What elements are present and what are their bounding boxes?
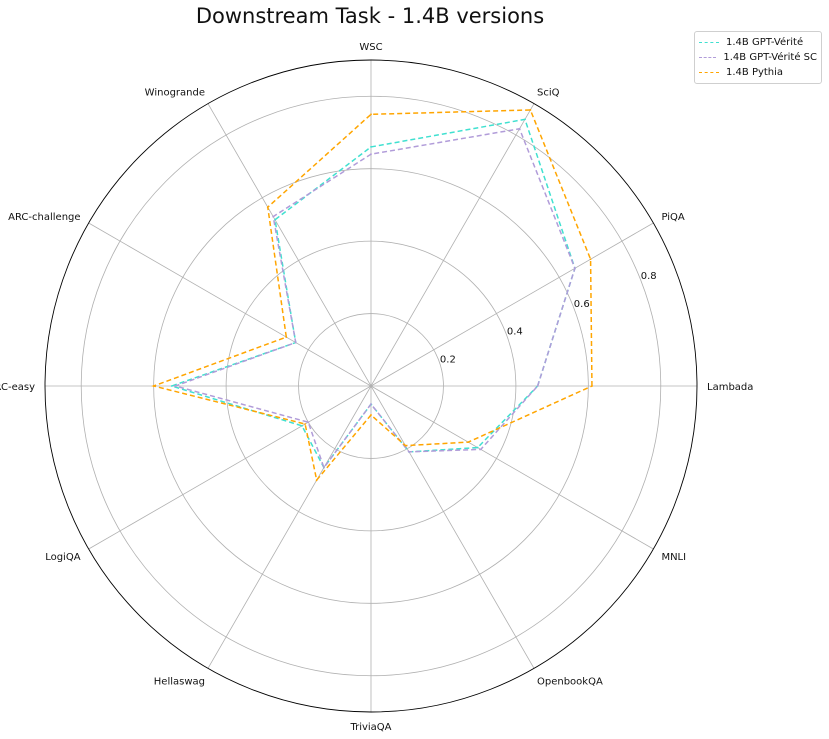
grid-spoke [207, 385, 372, 669]
data-point [589, 258, 592, 261]
category-label: Winogrande [145, 88, 205, 99]
radial-tick-label: 0.6 [574, 299, 590, 310]
data-point [272, 215, 275, 218]
label-layer: 0.2 0.4 0.6 0.8 Lambada PiQA SciQ WSC Winogrande… [0, 42, 753, 733]
data-point [536, 385, 539, 387]
category-label: ARC-challenge [8, 212, 80, 223]
legend-swatch [699, 57, 717, 58]
data-point [574, 267, 576, 270]
category-label: SciQ [537, 88, 560, 99]
grid-spoke [88, 385, 372, 550]
legend-swatch [699, 72, 719, 73]
data-point [266, 206, 269, 209]
grid-spoke [370, 385, 654, 550]
data-point [307, 421, 310, 424]
category-label: ARC-easy [0, 382, 35, 393]
grid-spoke [370, 103, 535, 387]
radial-tick-label: 0.4 [507, 327, 523, 338]
category-label: OpenbookQA [537, 676, 603, 687]
grid-spoke [88, 222, 372, 387]
series-line [151, 109, 593, 482]
data-point [404, 444, 407, 447]
data-point [370, 414, 372, 416]
legend-item: 1.4B Pythia [699, 65, 817, 80]
polar-frame [44, 59, 698, 713]
series-layer [151, 109, 593, 482]
legend-swatch [699, 42, 719, 43]
grid-spoke [370, 385, 535, 669]
legend-item: 1.4B GPT-Vérité SC [699, 50, 817, 65]
legend: 1.4B GPT-Vérité 1.4B GPT-Vérité SC 1.4B … [694, 31, 822, 84]
grid-spoke [207, 103, 372, 387]
category-label: Lambada [707, 382, 753, 393]
radial-tick-label: 0.2 [440, 354, 456, 365]
chart-title: Downstream Task - 1.4B versions [195, 4, 545, 28]
data-point [174, 385, 177, 387]
category-label: LogiQA [45, 552, 81, 563]
category-label: WSC [359, 42, 382, 53]
grid-layer [44, 59, 698, 713]
legend-label: 1.4B GPT-Vérité [726, 37, 804, 48]
data-point [370, 146, 372, 148]
legend-label: 1.4B Pythia [726, 67, 784, 78]
grid-spoke [370, 222, 654, 387]
data-point [370, 403, 372, 406]
data-point [304, 423, 307, 425]
data-point [518, 127, 521, 130]
data-point [301, 424, 303, 427]
radial-tick-label: 0.8 [641, 271, 657, 282]
data-point [323, 466, 325, 469]
data-point [467, 441, 470, 444]
data-point [294, 341, 297, 344]
data-point [370, 113, 372, 116]
data-point [529, 109, 532, 111]
category-label: MNLI [661, 552, 686, 563]
data-point [591, 385, 593, 387]
data-point [476, 446, 479, 449]
data-point [285, 336, 288, 338]
data-point [408, 450, 410, 453]
data-point [315, 479, 318, 482]
data-point [152, 385, 155, 387]
category-label: PiQA [661, 212, 684, 223]
legend-item: 1.4B GPT-Vérité [699, 35, 817, 50]
data-point [370, 153, 372, 156]
legend-label: 1.4B GPT-Vérité SC [723, 52, 817, 63]
category-label: TriviaQA [349, 722, 391, 733]
data-point [479, 448, 482, 451]
series-line [172, 127, 576, 470]
data-point [524, 118, 526, 121]
series-line [169, 118, 576, 469]
data-point [170, 385, 173, 387]
category-label: Hellaswag [154, 676, 205, 687]
